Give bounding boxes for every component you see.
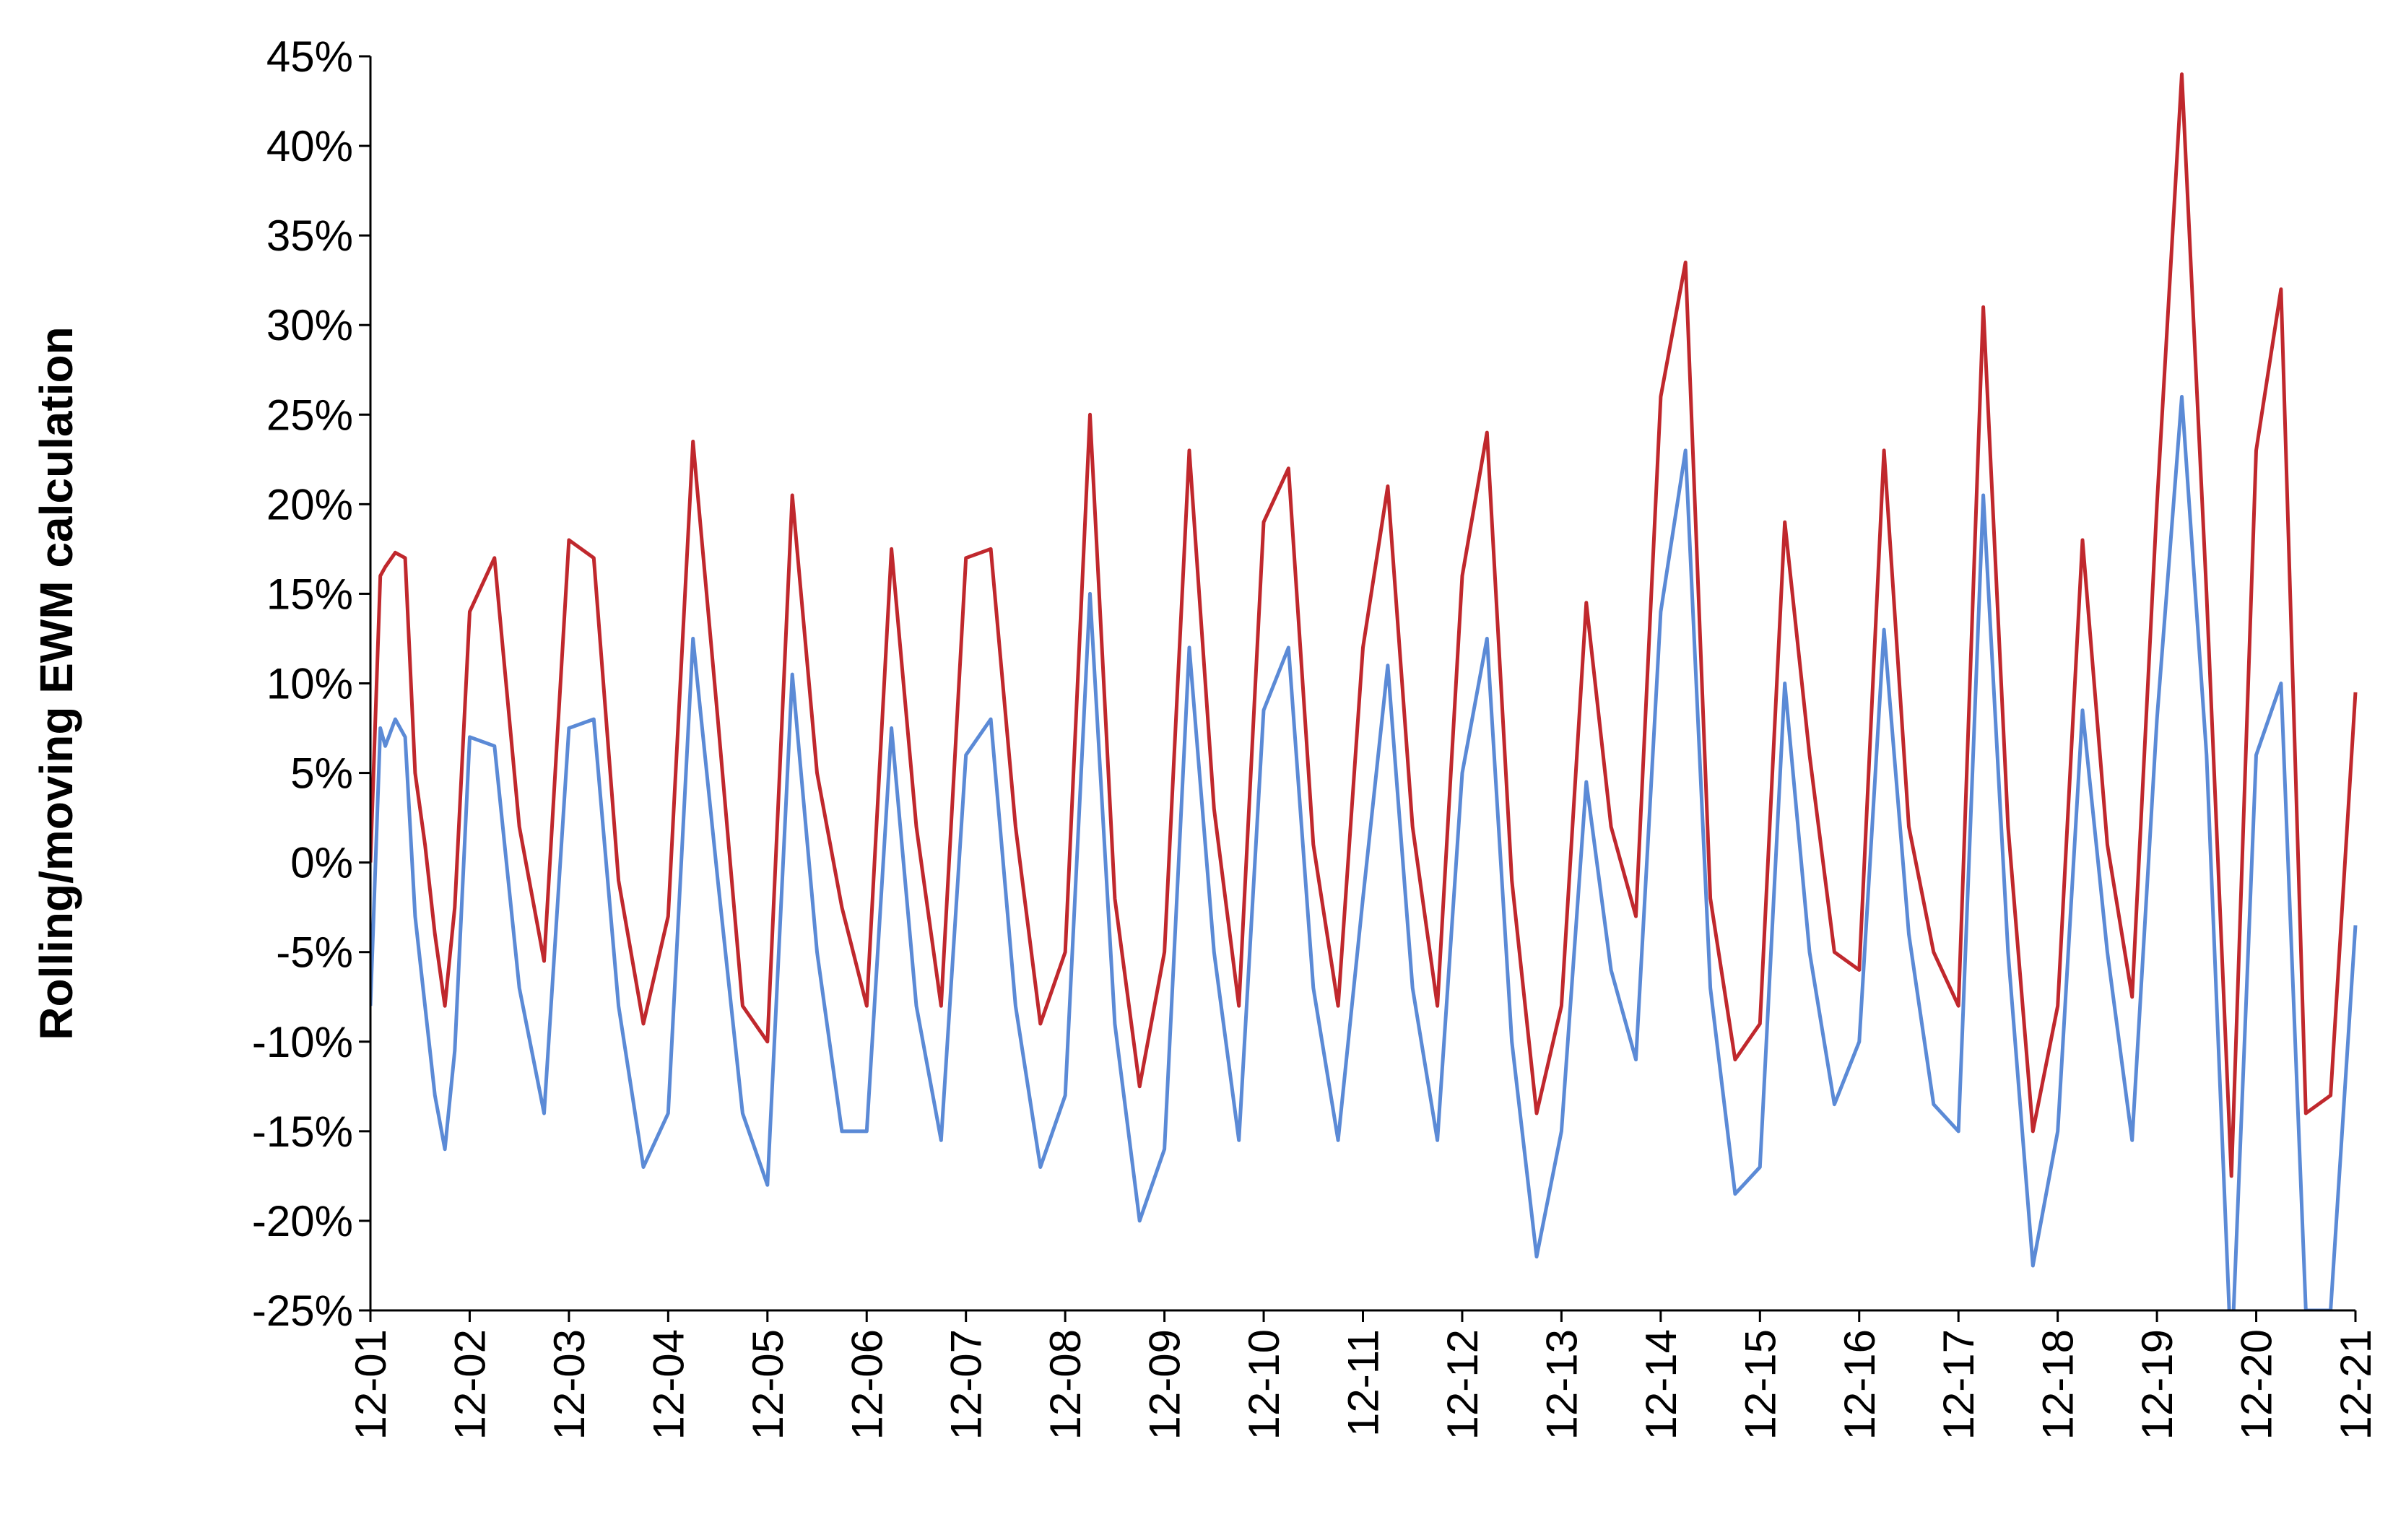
y-tick-label: -10%	[252, 1018, 353, 1066]
x-tick-label: 12-05	[744, 1329, 792, 1440]
x-tick-label: 12-10	[1240, 1329, 1288, 1440]
y-axis-title: Rolling/moving EWM calculation	[30, 326, 82, 1040]
y-tick-label: 15%	[266, 570, 353, 618]
y-tick-label: 30%	[266, 301, 353, 349]
x-tick-label: 12-16	[1836, 1329, 1884, 1440]
x-tick-label: 12-02	[446, 1329, 494, 1440]
x-tick-label: 12-17	[1934, 1329, 1983, 1440]
x-tick-label: 12-06	[843, 1329, 891, 1440]
x-tick-label: 12-13	[1537, 1329, 1586, 1440]
y-tick-label: 0%	[290, 839, 353, 887]
y-tick-label: 20%	[266, 480, 353, 528]
x-tick-label: 12-01	[347, 1329, 395, 1440]
y-ticks: 45% 40% 35% 30% 25% 20% 15% 10% 5% 0% -5% -10% -15% -…	[252, 32, 370, 1335]
x-tick-label: 12-19	[2133, 1329, 2181, 1440]
x-tick-label: 12-11	[1339, 1329, 1388, 1437]
y-tick-label: 5%	[290, 749, 353, 798]
x-tick-label: 12-21	[2332, 1329, 2380, 1440]
y-tick-label: 40%	[266, 122, 353, 170]
x-tick-label: 12-09	[1141, 1329, 1189, 1440]
y-tick-label: -5%	[276, 928, 353, 977]
series-line-1	[370, 72, 2358, 1178]
y-tick-label: 10%	[266, 660, 353, 708]
y-tick-label: -20%	[252, 1197, 353, 1245]
x-tick-label: 12-15	[1736, 1329, 1784, 1440]
y-tick-label: 45%	[266, 32, 353, 81]
x-tick-label: 12-14	[1637, 1329, 1685, 1440]
x-ticks: 12-01 12-02 12-03 12-04 12-05 12-06 12-07 12-08…	[347, 1310, 2380, 1440]
x-tick-label: 12-03	[545, 1329, 594, 1440]
y-tick-label: 25%	[266, 391, 353, 439]
series-layer	[370, 72, 2358, 1310]
x-tick-label: 12-04	[644, 1329, 692, 1440]
x-tick-label: 12-07	[942, 1329, 991, 1440]
series-line-2	[370, 395, 2358, 1310]
x-tick-label: 12-08	[1041, 1329, 1090, 1440]
y-tick-label: 35%	[266, 212, 353, 260]
axes-layer: 45% 40% 35% 30% 25% 20% 15% 10% 5% 0% -5% -10% -15% -…	[252, 32, 2380, 1440]
x-tick-label: 12-12	[1438, 1329, 1487, 1440]
y-tick-label: -25%	[252, 1287, 353, 1335]
x-tick-label: 12-20	[2233, 1329, 2281, 1440]
y-tick-label: -15%	[252, 1108, 353, 1156]
x-tick-label: 12-18	[2034, 1329, 2083, 1440]
